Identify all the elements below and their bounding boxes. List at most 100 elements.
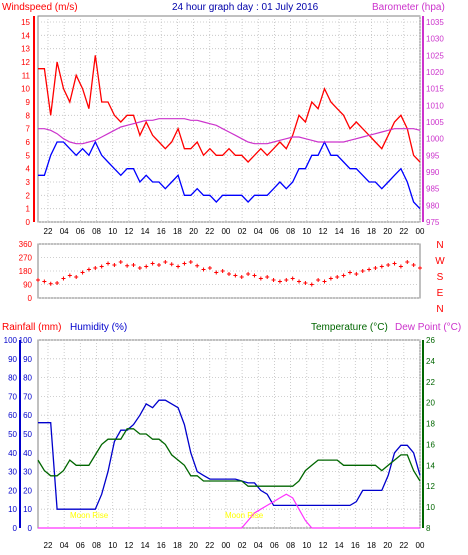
compass-label: E (437, 288, 444, 299)
y-left-tick-label: 90 (8, 355, 17, 364)
y-left-tick-label: 80 (8, 374, 17, 383)
y-left-tick-label: 100 (19, 336, 33, 345)
humidity-series-line (38, 399, 421, 510)
y-left-tick-label: 20 (8, 486, 17, 495)
y-left-tick-label: 0 (28, 524, 33, 533)
windspeed-axis-title: Windspeed (m/s) (2, 2, 78, 13)
moon-rise-label: Moon Rise (70, 511, 109, 520)
direction-point (347, 270, 352, 275)
x-tick-label: 20 (383, 227, 392, 236)
direction-point (227, 272, 231, 276)
y-left-tick-label: 6 (26, 138, 31, 147)
y-left-tick-label: 50 (8, 430, 17, 439)
x-tick-label: 20 (189, 227, 198, 236)
x-tick-label: 00 (221, 541, 230, 550)
direction-point (93, 266, 98, 270)
x-tick-label: 22 (205, 541, 214, 550)
direction-point (379, 264, 384, 269)
direction-point (55, 281, 60, 285)
y-right-tick-label: 1010 (426, 101, 444, 110)
direction-point (271, 278, 276, 282)
direction-point (182, 261, 187, 266)
x-tick-label: 00 (416, 227, 425, 236)
y-left-tick-label: 50 (23, 430, 32, 439)
moon-rise-label: Moon Rise (225, 511, 264, 520)
direction-point (322, 279, 327, 284)
x-tick-label: 08 (286, 227, 295, 236)
y-right-tick-label: 16 (426, 440, 435, 449)
direction-point (239, 275, 244, 279)
y-right-tick-label: 24 (426, 357, 435, 366)
y-right-tick-label: 20 (426, 399, 435, 408)
direction-point (258, 276, 263, 281)
y-left-tick-label: 60 (8, 411, 17, 420)
direction-point (303, 281, 308, 285)
y-left-tick-label: 70 (8, 392, 17, 401)
x-tick-label: 10 (302, 541, 311, 550)
direction-point (297, 279, 302, 284)
direction-point (42, 279, 47, 284)
direction-point (67, 273, 72, 278)
y-left-tick-label: 1 (26, 205, 31, 214)
y-tick-label: 180 (19, 267, 33, 276)
x-tick-label: 06 (76, 541, 85, 550)
x-tick-label: 14 (141, 541, 150, 550)
y-left-tick-label: 60 (23, 411, 32, 420)
y-left-tick-label: 13 (21, 45, 30, 54)
x-tick-label: 14 (335, 541, 344, 550)
direction-point (61, 276, 66, 281)
x-tick-label: 12 (319, 541, 328, 550)
x-tick-label: 04 (254, 541, 263, 550)
direction-point (373, 266, 378, 270)
x-tick-label: 16 (351, 227, 360, 236)
x-tick-label: 22 (44, 541, 53, 550)
direction-point (195, 263, 200, 268)
y-left-tick-label: 14 (21, 31, 30, 40)
y-left-tick-label: 3 (26, 178, 31, 187)
direction-point (156, 263, 161, 267)
direction-point (106, 261, 111, 266)
compass-label: S (437, 272, 444, 283)
y-left-tick-label: 20 (23, 486, 32, 495)
direction-point (398, 264, 403, 269)
y-left-tick-label: 80 (23, 374, 32, 383)
y-right-tick-label: 14 (426, 461, 435, 470)
barometer-axis-title: Barometer (hpa) (372, 2, 445, 13)
x-tick-label: 16 (157, 541, 166, 550)
y-left-tick-label: 0 (13, 524, 18, 533)
x-tick-label: 08 (92, 227, 101, 236)
direction-point (188, 260, 193, 264)
windspeed-series-line (38, 55, 421, 163)
x-tick-label: 16 (157, 227, 166, 236)
y-tick-label: 0 (28, 294, 33, 303)
direction-point (316, 278, 321, 282)
direction-point (252, 273, 257, 278)
x-tick-label: 18 (367, 541, 376, 550)
direction-point (150, 261, 155, 266)
temperature-series-line (37, 428, 421, 487)
y-left-tick-label: 40 (23, 449, 32, 458)
y-right-tick-label: 1030 (426, 35, 444, 44)
rain-series-line (38, 493, 420, 529)
direction-point (80, 270, 85, 275)
compass-label: W (435, 256, 445, 267)
direction-point (411, 263, 416, 267)
x-tick-label: 18 (173, 227, 182, 236)
direction-point (341, 273, 346, 278)
x-tick-label: 02 (238, 541, 247, 550)
y-left-tick-label: 7 (26, 125, 31, 134)
y-right-tick-label: 1035 (426, 18, 444, 27)
direction-point (246, 272, 251, 276)
direction-point (392, 261, 397, 266)
direction-point (112, 263, 117, 267)
y-left-tick-label: 90 (23, 355, 32, 364)
direction-point (418, 266, 422, 270)
y-right-tick-label: 22 (426, 378, 435, 387)
page-title: 24 hour graph day : 01 July 2016 (172, 2, 319, 13)
direction-point (131, 263, 136, 267)
y-tick-label: 270 (19, 254, 33, 263)
direction-point (405, 260, 410, 264)
x-tick-label: 14 (141, 227, 150, 236)
y-left-tick-label: 10 (8, 505, 17, 514)
y-tick-label: 360 (19, 240, 33, 249)
